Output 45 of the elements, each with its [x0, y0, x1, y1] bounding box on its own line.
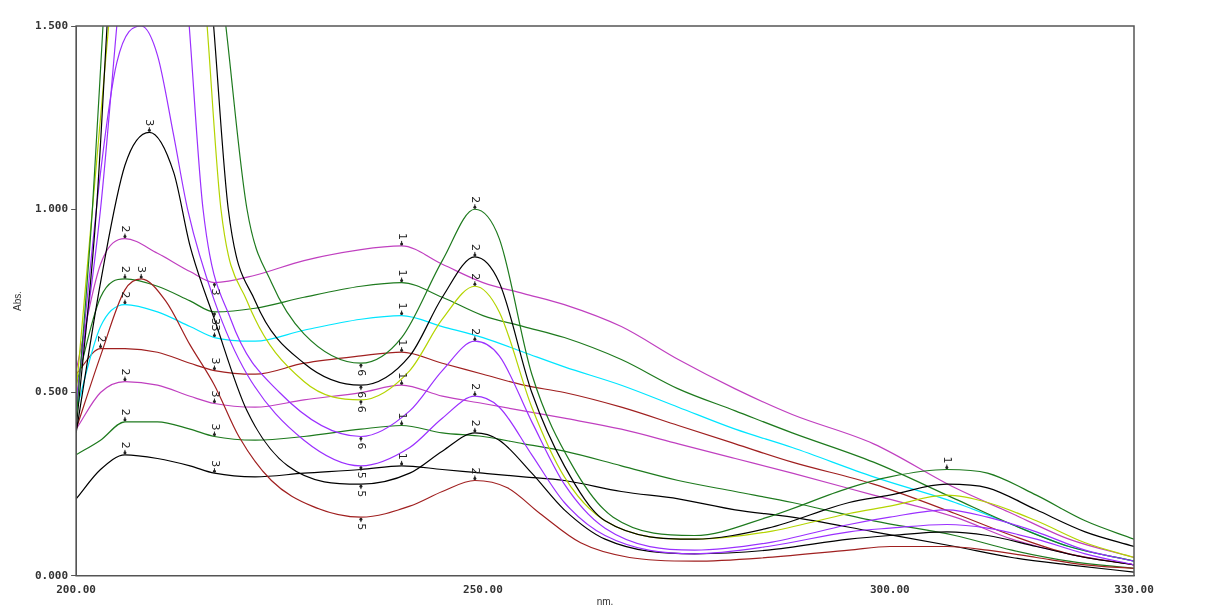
annotation: 6 [355, 391, 369, 399]
annotation: 2 [119, 291, 133, 299]
annotation: 2 [119, 441, 133, 449]
annotation: 1 [395, 302, 409, 310]
x-axis-title: nm. [596, 595, 614, 607]
annotation: 3 [143, 119, 157, 127]
x-tick-label: 300.00 [870, 583, 910, 597]
annotation: 1 [395, 232, 409, 240]
annotation: 1 [395, 339, 409, 347]
annotation: 2 [119, 368, 133, 376]
annotation: 2 [469, 196, 482, 204]
annotation: 2 [469, 419, 482, 427]
annotation: 2 [469, 328, 482, 336]
annotation: 1 [395, 269, 409, 277]
y-tick-label: 1.000 [34, 202, 69, 216]
annotation: 5 [355, 490, 369, 498]
annotation: 2 [119, 225, 133, 233]
annotation: 1 [395, 372, 409, 380]
x-tick-label: 200.00 [56, 583, 96, 597]
annotation: 1 [940, 456, 954, 464]
annotation: 5 [355, 523, 369, 531]
annotation: 3 [208, 423, 222, 431]
annotation: 6 [355, 442, 369, 450]
annotation: 2 [469, 383, 482, 391]
y-tick-label: 0.000 [34, 568, 69, 582]
annotation: 3 [208, 357, 222, 365]
annotation: 6 [355, 405, 369, 413]
annotation: 2 [94, 335, 108, 343]
x-tick-label: 250.00 [463, 583, 503, 597]
annotation: 3 [208, 460, 222, 468]
annotation: 3 [208, 390, 222, 398]
annotation: 2 [119, 265, 133, 273]
x-tick-label: 330.00 [1114, 583, 1154, 597]
y-tick-label: 1.500 [34, 18, 69, 32]
annotation: 1 [395, 412, 409, 420]
annotation: 2 [469, 273, 482, 281]
annotation: 2 [119, 408, 133, 416]
annotation: 3 [135, 265, 149, 273]
annotation: 1 [395, 452, 409, 460]
annotation: 6 [355, 369, 369, 377]
y-tick-label: 0.500 [34, 385, 69, 399]
annotation: 3 [208, 288, 222, 296]
annotation: 5 [355, 471, 369, 479]
y-axis-title: Abs. [11, 290, 23, 311]
annotation: 2 [469, 243, 482, 251]
